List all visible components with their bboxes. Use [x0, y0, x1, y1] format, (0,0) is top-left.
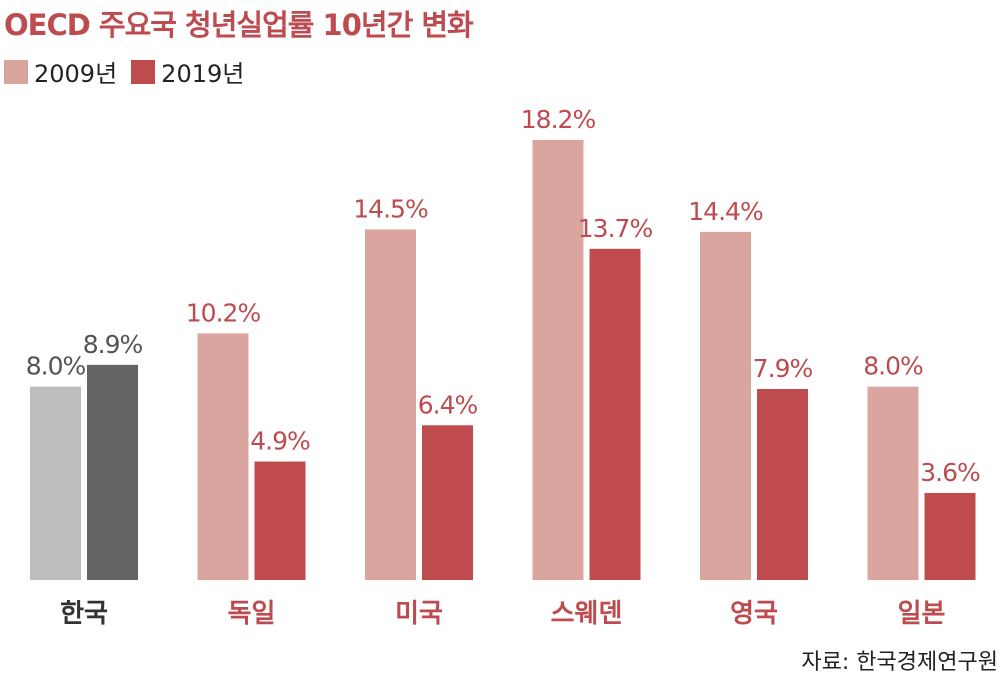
- category-label-스웨덴: 스웨덴: [551, 599, 623, 629]
- data-label-영국-2019년: 7.9%: [753, 354, 813, 383]
- data-label-일본-2009년: 8.0%: [863, 352, 923, 381]
- legend-item-2009: 2009년: [4, 54, 117, 89]
- bar-영국-2019년: [757, 389, 808, 580]
- legend: 2009년 2019년: [4, 54, 258, 89]
- category-label-영국: 영국: [730, 599, 778, 629]
- data-label-일본-2019년: 3.6%: [920, 458, 980, 487]
- legend-label-2009: 2009년: [34, 60, 118, 88]
- legend-item-2019: 2019년: [131, 54, 244, 89]
- bar-일본-2019년: [924, 492, 976, 580]
- category-label-일본: 일본: [898, 599, 946, 629]
- data-label-미국-2019년: 6.4%: [418, 390, 478, 419]
- bar-스웨덴-2009년: [532, 140, 584, 580]
- bar-한국-2009년: [30, 386, 81, 580]
- data-label-독일-2019년: 4.9%: [250, 427, 310, 456]
- category-label-미국: 미국: [395, 599, 443, 629]
- data-label-한국-2019년: 8.9%: [83, 330, 143, 359]
- data-label-독일-2009년: 10.2%: [186, 298, 261, 327]
- bar-영국-2009년: [700, 231, 751, 580]
- category-label-한국: 한국: [60, 599, 108, 629]
- bar-일본-2009년: [867, 386, 919, 580]
- bar-미국-2019년: [422, 425, 473, 580]
- data-label-영국-2009년: 14.4%: [688, 197, 763, 226]
- category-label-독일: 독일: [228, 599, 276, 629]
- source-note: 자료: 한국경제연구원: [801, 650, 998, 675]
- legend-label-2019: 2019년: [161, 60, 245, 88]
- data-label-미국-2009년: 14.5%: [353, 194, 428, 223]
- data-label-한국-2009년: 8.0%: [26, 352, 86, 381]
- bar-독일-2019년: [254, 461, 306, 580]
- bar-한국-2019년: [87, 364, 138, 580]
- bar-스웨덴-2019년: [589, 248, 641, 581]
- data-label-스웨덴-2019년: 13.7%: [578, 214, 653, 243]
- data-label-스웨덴-2009년: 18.2%: [521, 105, 596, 134]
- legend-swatch-2009: [4, 59, 28, 84]
- bar-미국-2009년: [365, 229, 416, 580]
- bar-독일-2009년: [197, 333, 249, 580]
- chart-title: OECD 주요국 청년실업률 10년간 변화: [4, 8, 474, 42]
- legend-swatch-2019: [131, 59, 156, 84]
